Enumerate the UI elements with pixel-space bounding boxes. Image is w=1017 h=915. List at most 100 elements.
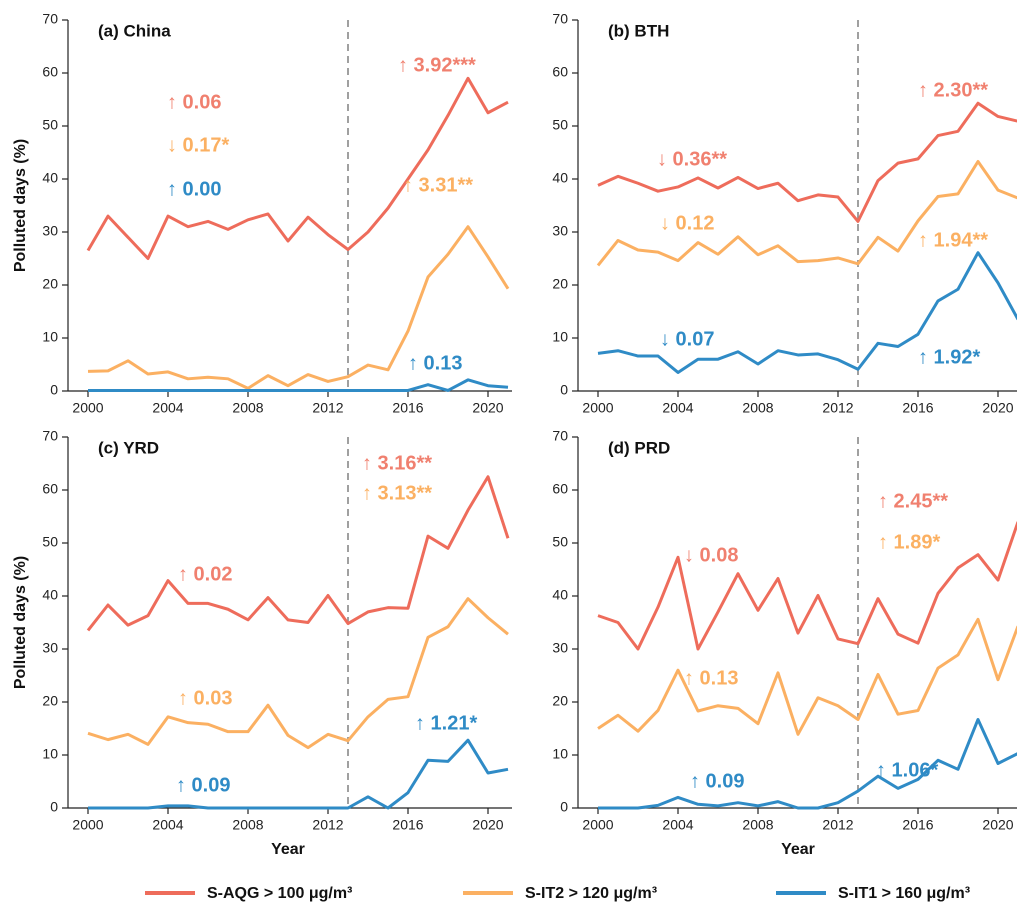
panel-title: (d) PRD <box>608 438 670 457</box>
y-tick-label: 50 <box>552 534 568 550</box>
x-tick-label: 2000 <box>72 817 103 833</box>
x-axis-label: Year <box>781 841 815 858</box>
annotation: ↓ 0.12 <box>660 212 714 234</box>
legend-label: S-IT2 > 120 μg/m³ <box>525 885 657 902</box>
y-tick-label: 30 <box>42 640 58 656</box>
annotation: ↑ 0.03 <box>178 687 232 709</box>
annotation: ↑ 3.92*** <box>398 54 476 76</box>
y-tick-label: 40 <box>42 587 58 603</box>
x-tick-label: 2008 <box>742 400 773 416</box>
y-tick-label: 20 <box>42 276 58 292</box>
x-tick-label: 2016 <box>902 817 933 833</box>
panel-title: (a) China <box>98 21 171 40</box>
y-tick-label: 40 <box>552 170 568 186</box>
annotation: ↓ 0.08 <box>684 544 738 566</box>
x-tick-label: 2020 <box>982 817 1013 833</box>
y-axis-label: Polluted days (%) <box>12 139 29 272</box>
annotation: ↓ 0.36** <box>657 148 727 170</box>
series-line <box>86 475 510 632</box>
x-tick-label: 2020 <box>982 400 1013 416</box>
x-tick-label: 2020 <box>472 400 503 416</box>
y-tick-label: 0 <box>50 382 58 398</box>
series-line <box>86 76 509 260</box>
x-tick-label: 2016 <box>392 400 423 416</box>
y-tick-label: 50 <box>552 117 568 133</box>
annotation: ↑ 3.13** <box>362 482 432 504</box>
y-tick-label: 30 <box>42 223 58 239</box>
y-tick-label: 0 <box>560 799 568 815</box>
x-tick-label: 2020 <box>472 817 503 833</box>
y-tick-label: 20 <box>42 693 58 709</box>
annotation: ↓ 0.07 <box>660 328 714 350</box>
series-line <box>87 225 510 390</box>
x-tick-label: 2008 <box>232 817 263 833</box>
annotation: ↑ 2.30** <box>918 79 988 101</box>
x-tick-label: 2004 <box>662 817 693 833</box>
y-tick-label: 60 <box>42 64 58 80</box>
series-line <box>88 378 509 392</box>
x-tick-label: 2004 <box>152 400 183 416</box>
y-tick-label: 10 <box>42 329 58 345</box>
y-tick-label: 10 <box>552 329 568 345</box>
series-line <box>597 101 1017 223</box>
x-tick-label: 2012 <box>312 400 343 416</box>
y-tick-label: 60 <box>42 481 58 497</box>
series-line <box>597 617 1017 736</box>
y-tick-label: 10 <box>552 746 568 762</box>
y-tick-label: 30 <box>552 640 568 656</box>
annotation: ↑ 0.13 <box>408 352 462 374</box>
y-tick-label: 70 <box>552 428 568 444</box>
annotation: ↑ 1.21* <box>415 712 477 734</box>
x-tick-label: 2000 <box>582 817 613 833</box>
x-tick-label: 2004 <box>152 817 183 833</box>
x-tick-label: 2004 <box>662 400 693 416</box>
series-line <box>596 160 1017 267</box>
x-axis-label: Year <box>271 841 305 858</box>
y-tick-label: 60 <box>552 64 568 80</box>
y-tick-label: 10 <box>42 746 58 762</box>
x-tick-label: 2012 <box>822 400 853 416</box>
annotation: ↑ 0.06 <box>167 91 221 113</box>
annotation: ↑ 1.94** <box>918 229 988 251</box>
x-tick-label: 2008 <box>232 400 263 416</box>
x-tick-label: 2008 <box>742 817 773 833</box>
x-tick-label: 2012 <box>822 817 853 833</box>
annotation: ↑ 1.89* <box>878 531 940 553</box>
legend-label: S-AQG > 100 μg/m³ <box>207 885 352 902</box>
y-tick-label: 0 <box>50 799 58 815</box>
annotation: ↑ 3.16** <box>362 452 432 474</box>
y-tick-label: 20 <box>552 276 568 292</box>
panel-title: (b) BTH <box>608 21 669 40</box>
annotation: ↑ 1.92* <box>918 346 980 368</box>
y-tick-label: 30 <box>552 223 568 239</box>
annotation: ↑ 3.31** <box>403 174 473 196</box>
x-tick-label: 2012 <box>312 817 343 833</box>
series-line <box>88 738 509 810</box>
y-tick-label: 70 <box>42 428 58 444</box>
y-axis-label: Polluted days (%) <box>12 556 29 689</box>
x-tick-label: 2000 <box>582 400 613 416</box>
x-tick-label: 2000 <box>72 400 103 416</box>
annotation: ↑ 0.13 <box>684 667 738 689</box>
annotation: ↓ 0.17* <box>167 134 229 156</box>
series-line <box>597 251 1017 374</box>
series-line <box>598 717 1017 810</box>
annotation: ↑ 0.02 <box>178 563 232 585</box>
y-tick-label: 60 <box>552 481 568 497</box>
annotation: ↑ 2.45** <box>878 490 948 512</box>
x-tick-label: 2016 <box>902 400 933 416</box>
y-tick-label: 0 <box>560 382 568 398</box>
y-tick-label: 40 <box>552 587 568 603</box>
panel-title: (c) YRD <box>98 438 159 457</box>
series-line <box>87 597 509 750</box>
y-tick-label: 70 <box>42 11 58 27</box>
y-tick-label: 20 <box>552 693 568 709</box>
y-tick-label: 50 <box>42 534 58 550</box>
y-tick-label: 70 <box>552 11 568 27</box>
x-tick-label: 2016 <box>392 817 423 833</box>
y-tick-label: 50 <box>42 117 58 133</box>
annotation: ↑ 1.06* <box>876 759 938 781</box>
series-line <box>597 521 1017 651</box>
legend-label: S-IT1 > 160 μg/m³ <box>838 885 970 902</box>
